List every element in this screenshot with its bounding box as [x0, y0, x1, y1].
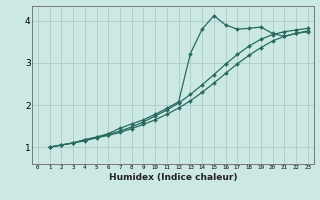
X-axis label: Humidex (Indice chaleur): Humidex (Indice chaleur) — [108, 173, 237, 182]
